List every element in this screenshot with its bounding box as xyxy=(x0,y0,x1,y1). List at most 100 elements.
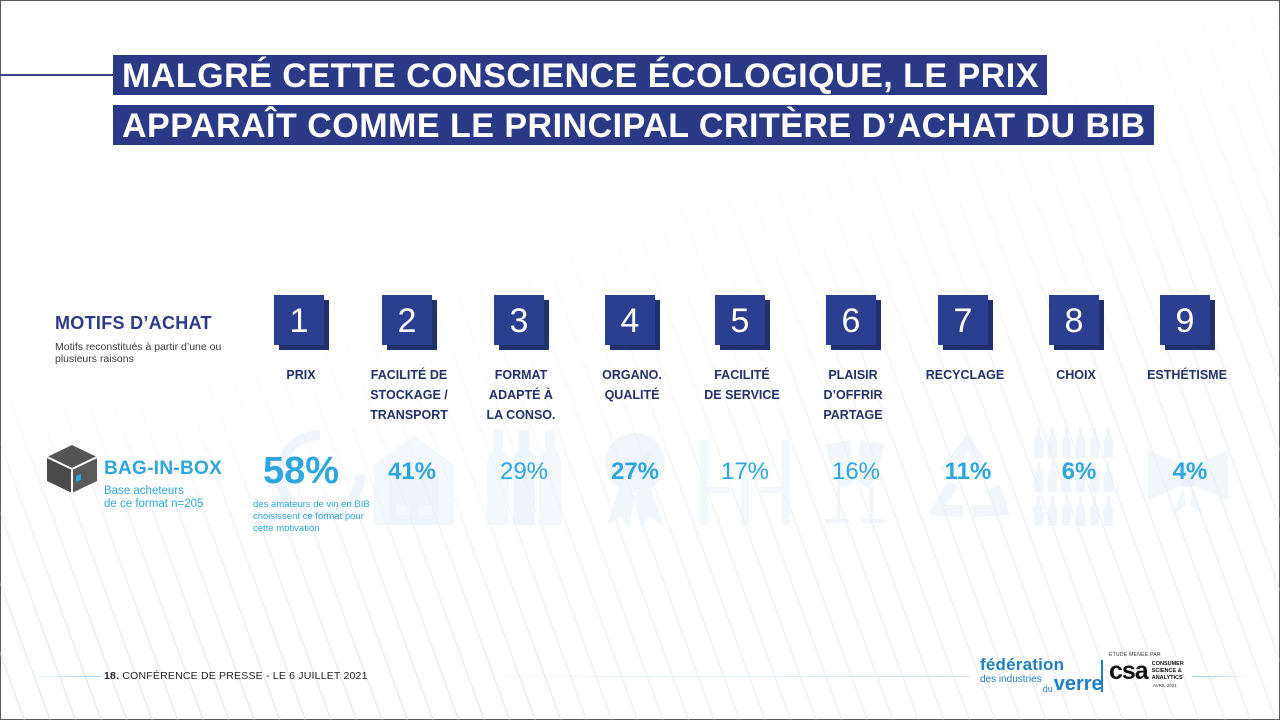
title-rule xyxy=(0,74,114,76)
criterion-column-5: 5 FACILITÉ DE SERVICE xyxy=(687,295,797,405)
table-chairs-icon xyxy=(700,440,790,525)
piggy-bank-icon xyxy=(275,430,365,520)
csa-tagline-line-3: ANALYTICS xyxy=(1151,674,1183,681)
criterion-label: ESTHÉTISME xyxy=(1132,365,1242,385)
federation-logo-du: du xyxy=(1042,684,1053,694)
csa-tagline: CONSUMER SCIENCE & ANALYTICS xyxy=(1152,661,1184,682)
criterion-column-3: 3 FORMAT ADAPTÉ À LA CONSO. xyxy=(466,295,576,425)
bottle-grid-icon xyxy=(1034,428,1113,526)
federation-logo: fédération des industries du verre xyxy=(980,655,1103,695)
criterion-label: CHOIX xyxy=(1021,365,1131,385)
bottle-shape xyxy=(1076,462,1085,492)
bottle-shape xyxy=(1034,462,1043,492)
rank-number: 1 xyxy=(274,295,324,345)
segment-subtitle: Base acheteurs de ce format n=205 xyxy=(104,485,203,511)
criterion-column-2: 2 FACILITÉ DE STOCKAGE / TRANSPORT xyxy=(354,295,464,425)
criterion-label: PLAISIR D’OFFRIR PARTAGE xyxy=(798,365,908,425)
criterion-percent: 41% xyxy=(387,458,437,485)
rank-badge: 1 xyxy=(274,295,329,350)
criterion-percent: 6% xyxy=(1061,458,1097,485)
rank-badge: 4 xyxy=(605,295,660,350)
bottle-shape xyxy=(1076,496,1085,526)
criterion-label-line: QUALITÉ xyxy=(604,388,660,402)
rank-badge: 6 xyxy=(826,295,881,350)
criterion-column-4: 4 ORGANO. QUALITÉ xyxy=(577,295,687,405)
rank-badge: 9 xyxy=(1160,295,1215,350)
motifs-heading: MOTIFS D’ACHAT xyxy=(55,313,212,333)
criterion-label-line: ORGANO. xyxy=(602,368,662,382)
rank-number: 6 xyxy=(826,295,876,345)
criterion-label-line: FORMAT xyxy=(494,368,548,382)
federation-logo-verre: verre xyxy=(1053,673,1103,695)
rank-number: 4 xyxy=(605,295,655,345)
criterion-label-line: TRANSPORT xyxy=(370,408,448,422)
federation-logo-line-2: des industries xyxy=(980,674,1042,685)
criterion-column-8: 8 CHOIX xyxy=(1021,295,1131,385)
criterion-label-line: ESTHÉTISME xyxy=(1147,368,1227,382)
criterion-column-6: 6 PLAISIR D’OFFRIR PARTAGE xyxy=(798,295,908,425)
rank-number: 8 xyxy=(1049,295,1099,345)
criterion-label-line: LA CONSO. xyxy=(486,408,556,422)
criterion-label-line: CHOIX xyxy=(1056,368,1096,382)
criterion-percent: 17% xyxy=(720,458,770,485)
bottle-shape xyxy=(1048,462,1057,492)
footer-rule-left xyxy=(30,676,100,677)
federation-logo-line-2-row: des industries du verre xyxy=(980,674,1103,694)
csa-logo: csa xyxy=(1109,657,1149,685)
criterion-label-line: DE SERVICE xyxy=(704,388,780,402)
criterion-label: FORMAT ADAPTÉ À LA CONSO. xyxy=(466,365,576,425)
segment-title: BAG-IN-BOX xyxy=(104,458,223,479)
bottle-shape xyxy=(1090,496,1099,526)
criterion-column-9: 9 ESTHÉTISME xyxy=(1132,295,1242,385)
criterion-label-line: D’OFFRIR xyxy=(823,388,883,402)
recycle-icon xyxy=(928,433,1010,517)
award-ribbon-icon xyxy=(605,433,665,529)
champagne-toast-icon xyxy=(825,440,885,523)
footer-text: CONFÉRENCE DE PRESSE - LE 6 JUILLET 2021 xyxy=(122,670,368,682)
criterion-percent: 11% xyxy=(944,458,992,485)
footer-rule-right xyxy=(380,676,970,677)
criterion-label-line: RECYCLAGE xyxy=(925,368,1005,382)
criterion-label-line: PARTAGE xyxy=(823,408,883,422)
criterion-column-1: 1 PRIX xyxy=(246,295,356,385)
motifs-subtitle: Motifs reconstitués à partir d’une ou pl… xyxy=(55,341,222,365)
criterion-percent: 4% xyxy=(1172,458,1208,485)
bottle-shape xyxy=(1048,496,1057,526)
criterion-percent: 16% xyxy=(831,458,881,485)
page-title-line-1: MALGRÉ CETTE CONSCIENCE ÉCOLOGIQUE, LE P… xyxy=(113,55,1047,95)
criterion-label-line: ADAPTÉ À xyxy=(489,388,553,402)
rank-badge: 3 xyxy=(494,295,549,350)
logo-separator xyxy=(1101,660,1103,692)
bottle-shape xyxy=(1104,462,1113,492)
rank-badge: 2 xyxy=(382,295,437,350)
footer-rule-far-right xyxy=(1192,676,1252,677)
bottle-shape xyxy=(1034,496,1043,526)
bottles-icon xyxy=(487,430,561,525)
bottle-shape xyxy=(1062,496,1071,526)
bottle-shape xyxy=(1034,428,1043,458)
bottle-shape xyxy=(1062,462,1071,492)
criterion-label-line: STOCKAGE / xyxy=(370,388,448,402)
bottle-shape xyxy=(1062,428,1071,458)
rank-badge: 5 xyxy=(715,295,770,350)
criterion-label-line: PLAISIR xyxy=(828,368,878,382)
csa-caption: ÉTUDE MENÉE PAR xyxy=(1109,652,1161,658)
criterion-label: FACILITÉ DE SERVICE xyxy=(687,365,797,405)
rank-badge: 7 xyxy=(938,295,993,350)
footer: 18. CONFÉRENCE DE PRESSE - LE 6 JUILLET … xyxy=(104,670,368,682)
segment-subtitle-line-2: de ce format n=205 xyxy=(104,498,204,510)
bow-icon xyxy=(1148,450,1228,515)
csa-date: AVRIL 2021 xyxy=(1153,683,1177,688)
criterion-label: PRIX xyxy=(246,365,356,385)
federation-logo-line-1: fédération xyxy=(980,655,1065,674)
rank-number: 2 xyxy=(382,295,432,345)
csa-tagline-line-2: SCIENCE & xyxy=(1151,667,1182,674)
bag-in-box-cube-icon xyxy=(46,445,98,493)
criterion-percent: 58% xyxy=(262,450,340,492)
bottle-shape xyxy=(1104,496,1113,526)
criterion-percent: 27% xyxy=(610,458,660,485)
criterion-label: ORGANO. QUALITÉ xyxy=(577,365,687,405)
rank-number: 7 xyxy=(938,295,988,345)
criterion-column-7: 7 RECYCLAGE xyxy=(910,295,1020,385)
rank-number: 5 xyxy=(715,295,765,345)
